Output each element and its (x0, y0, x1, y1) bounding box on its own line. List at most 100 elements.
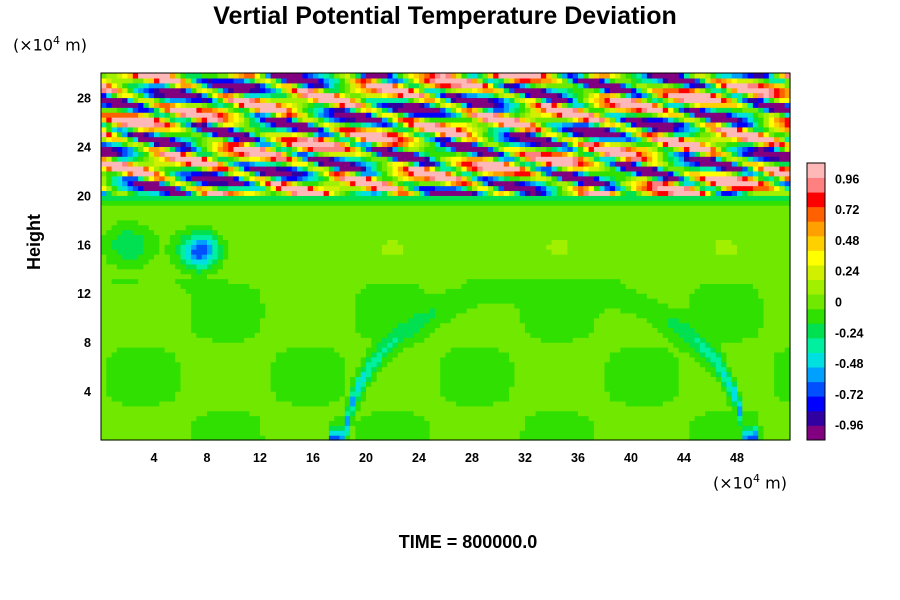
heatmap-cell (234, 430, 240, 435)
heatmap-cell (567, 283, 573, 288)
heatmap-cell (541, 274, 547, 279)
heatmap-cell (366, 332, 372, 337)
heatmap-cell (143, 303, 149, 308)
heatmap-cell (403, 264, 409, 269)
heatmap-cell (605, 274, 611, 279)
heatmap-cell (218, 337, 224, 342)
heatmap-cell (700, 313, 706, 318)
heatmap-cell (234, 249, 240, 254)
heatmap-cell (159, 376, 165, 381)
heatmap-cell (350, 411, 356, 416)
heatmap-cell (334, 352, 340, 357)
heatmap-cell (483, 313, 489, 318)
heatmap-cell (562, 371, 568, 376)
heatmap-cell (191, 396, 197, 401)
heatmap-cell (122, 279, 128, 284)
heatmap-cell (366, 298, 372, 303)
heatmap-cell (647, 367, 653, 372)
heatmap-cell (170, 283, 176, 288)
heatmap-cell (366, 425, 372, 430)
heatmap-cell (271, 362, 277, 367)
heatmap-cell (536, 254, 542, 259)
heatmap-cell (626, 381, 632, 386)
heatmap-cell (589, 337, 595, 342)
heatmap-cell (196, 323, 202, 328)
heatmap-cell (525, 313, 531, 318)
heatmap-cell (297, 391, 303, 396)
heatmap-cell (562, 303, 568, 308)
heatmap-cell (552, 259, 558, 264)
heatmap-cell (769, 376, 775, 381)
heatmap-cell (483, 381, 489, 386)
heatmap-cell (594, 386, 600, 391)
heatmap-cell (223, 425, 229, 430)
heatmap-cell (249, 430, 255, 435)
heatmap-cell (403, 293, 409, 298)
heatmap-cell (753, 337, 759, 342)
heatmap-cell (239, 313, 245, 318)
heatmap-cell (514, 254, 520, 259)
heatmap-cell (546, 308, 552, 313)
heatmap-cell (419, 254, 425, 259)
heatmap-cell (488, 342, 494, 347)
heatmap-cell (557, 420, 563, 425)
heatmap-cell (366, 249, 372, 254)
heatmap-cell (679, 337, 685, 342)
heatmap-cell (605, 406, 611, 411)
heatmap-cell (175, 416, 181, 421)
heatmap-cell (620, 367, 626, 372)
heatmap-cell (695, 259, 701, 264)
heatmap-cell (647, 396, 653, 401)
heatmap-cell (419, 416, 425, 421)
heatmap-cell (605, 327, 611, 332)
heatmap-cell (461, 332, 467, 337)
heatmap-cell (626, 357, 632, 362)
heatmap-cell (716, 337, 722, 342)
heatmap-cell (732, 396, 738, 401)
heatmap-cell (546, 342, 552, 347)
heatmap-cell (499, 420, 505, 425)
heatmap-cell (329, 425, 335, 430)
heatmap-cell (673, 396, 679, 401)
heatmap-cell (440, 362, 446, 367)
heatmap-cell (313, 293, 319, 298)
heatmap-cell (689, 367, 695, 372)
heatmap-cell (202, 381, 208, 386)
heatmap-cell (244, 274, 250, 279)
heatmap-cell (605, 298, 611, 303)
heatmap-cell (488, 318, 494, 323)
heatmap-cell (143, 337, 149, 342)
heatmap-cell (472, 264, 478, 269)
heatmap-cell (536, 425, 542, 430)
heatmap-cell (202, 308, 208, 313)
heatmap-cell (605, 376, 611, 381)
heatmap-cell (271, 342, 277, 347)
heatmap-cell (700, 391, 706, 396)
heatmap-cell (398, 323, 404, 328)
heatmap-cell (514, 303, 520, 308)
heatmap-cell (265, 367, 271, 372)
heatmap-cell (679, 323, 685, 328)
heatmap-cell (456, 298, 462, 303)
heatmap-cell (302, 406, 308, 411)
heatmap-cell (594, 318, 600, 323)
heatmap-cell (456, 430, 462, 435)
heatmap-cell (382, 425, 388, 430)
heatmap-cell (398, 293, 404, 298)
heatmap-cell (636, 357, 642, 362)
heatmap-cell (165, 391, 171, 396)
heatmap-cell (620, 347, 626, 352)
heatmap-cell (355, 264, 361, 269)
heatmap-cell (196, 264, 202, 269)
heatmap-cell (451, 323, 457, 328)
heatmap-cell (377, 327, 383, 332)
heatmap-cell (398, 406, 404, 411)
heatmap-cell (626, 318, 632, 323)
heatmap-cell (748, 303, 754, 308)
heatmap-cell (573, 430, 579, 435)
heatmap-cell (334, 425, 340, 430)
heatmap-cell (546, 367, 552, 372)
heatmap-cell (477, 411, 483, 416)
heatmap-cell (239, 283, 245, 288)
heatmap-cell (340, 323, 346, 328)
